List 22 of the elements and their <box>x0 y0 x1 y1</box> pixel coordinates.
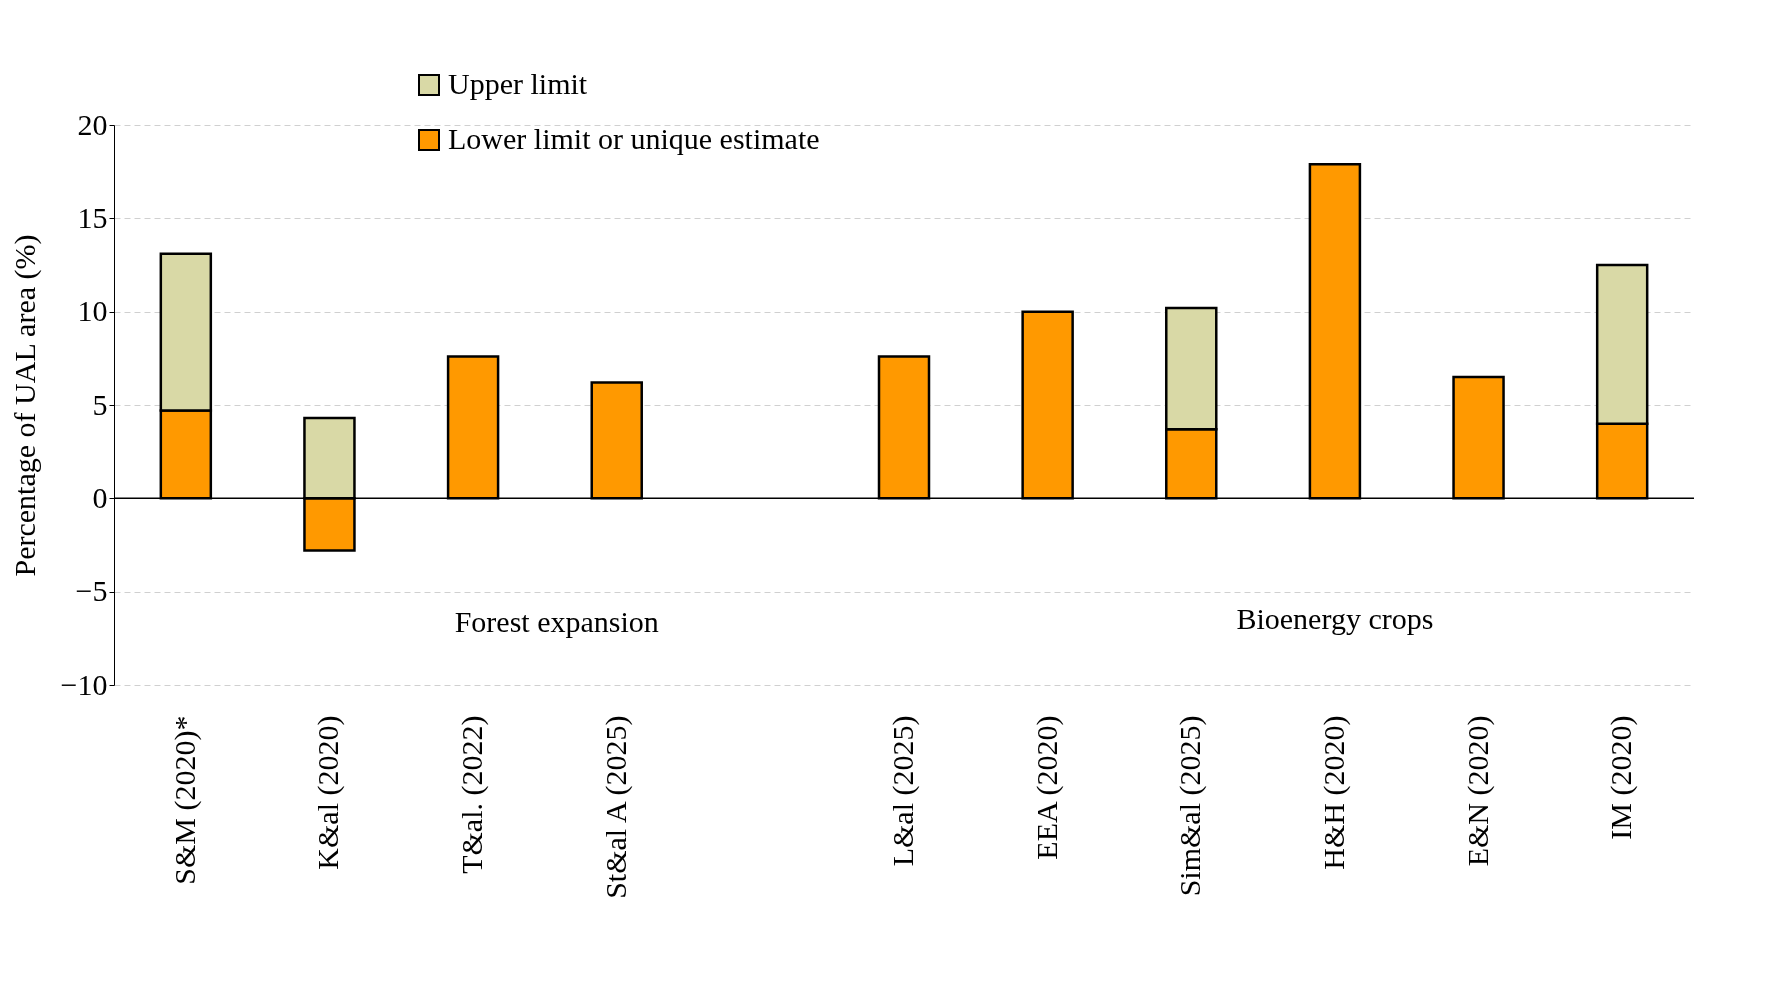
y-tick-label: −5 <box>75 574 108 608</box>
x-tick-label: S&M (2020)* <box>167 715 202 885</box>
y-tick-label: −10 <box>60 667 108 701</box>
x-tick-label: K&al (2020) <box>311 715 346 870</box>
y-tick-label: 0 <box>92 480 108 514</box>
y-tick-label: 5 <box>92 387 108 421</box>
y-tick-label: 15 <box>77 200 108 234</box>
x-tick-label: Sim&al (2025) <box>1173 715 1208 897</box>
legend-label: Lower limit or unique estimate <box>448 122 820 155</box>
x-tick-label: EEA (2020) <box>1029 715 1064 860</box>
y-axis-title: Percentage of UAL area (%) <box>7 234 42 577</box>
annotation: Forest expansion <box>454 605 659 639</box>
legend-label: Upper limit <box>448 67 588 100</box>
x-tick-label: IM (2020) <box>1604 715 1639 840</box>
x-tick-label: L&al (2025) <box>886 715 920 867</box>
annotation: Bioenergy crops <box>1236 601 1434 635</box>
x-tick-label: E&N (2020) <box>1460 715 1495 867</box>
y-tick-label: 10 <box>77 294 108 328</box>
x-tick-label: St&al A (2025) <box>598 715 633 899</box>
y-tick-label: 20 <box>77 107 108 141</box>
x-tick-label: H&H (2020) <box>1316 715 1351 870</box>
x-tick-label: T&al. (2022) <box>455 715 490 874</box>
